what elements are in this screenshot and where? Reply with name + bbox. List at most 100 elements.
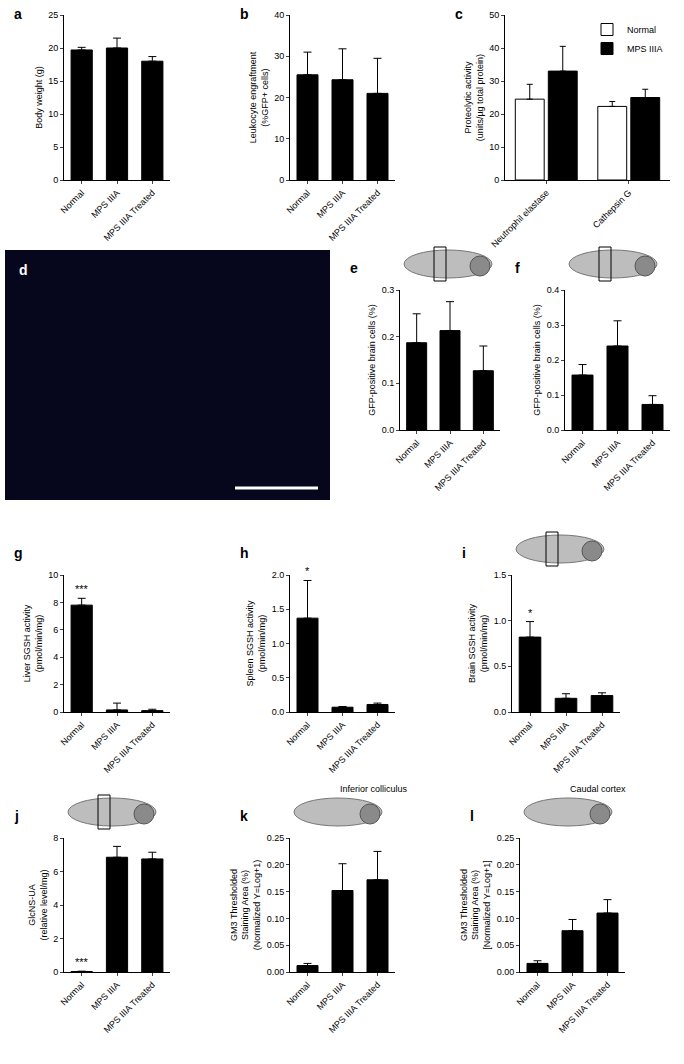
svg-text:MPS IIIA: MPS IIIA [422,438,454,470]
svg-text:0.1: 0.1 [382,378,395,388]
svg-text:Neutrophil elastase: Neutrophil elastase [489,188,551,250]
svg-text:h: h [240,545,249,561]
svg-text:Spleen SGSH activity(pmol/min/: Spleen SGSH activity(pmol/min/mg) [245,600,267,687]
svg-text:4: 4 [53,900,58,910]
svg-text:GlcNS-UA(relative level/mg): GlcNS-UA(relative level/mg) [27,869,49,940]
svg-text:8: 8 [53,833,58,843]
svg-text:1.0: 1.0 [494,616,507,626]
svg-text:0: 0 [53,707,58,717]
svg-text:MPS IIIA Treated: MPS IIIA Treated [433,438,488,493]
svg-text:0.3: 0.3 [547,320,560,330]
svg-text:0.2: 0.2 [547,355,560,365]
svg-text:1.5: 1.5 [494,570,507,580]
svg-text:0: 0 [53,175,58,185]
svg-text:2: 2 [53,934,58,944]
svg-text:6: 6 [53,625,58,635]
svg-text:0.15: 0.15 [497,887,515,897]
svg-text:d: d [19,262,28,278]
svg-text:0.5: 0.5 [494,661,507,671]
svg-text:j: j [14,808,19,824]
svg-text:MPS IIIA Treated: MPS IIIA Treated [327,720,382,775]
svg-text:10: 10 [48,109,58,119]
svg-text:0.25: 0.25 [267,833,285,843]
svg-text:5: 5 [53,142,58,152]
svg-text:MPS IIIA: MPS IIIA [538,720,570,752]
svg-text:0.4: 0.4 [547,285,560,295]
svg-text:l: l [470,808,474,824]
svg-text:0: 0 [53,967,58,977]
svg-text:i: i [462,545,466,561]
svg-text:Normal: Normal [515,980,543,1008]
svg-text:f: f [515,260,520,276]
svg-text:Liver SGSH activity(pmol/min/m: Liver SGSH activity(pmol/min/mg) [22,604,44,682]
svg-text:Body weight (g): Body weight (g) [34,66,44,129]
svg-text:8: 8 [53,598,58,608]
svg-text:20: 20 [489,109,499,119]
svg-text:4: 4 [53,652,58,662]
svg-text:b: b [240,6,249,22]
svg-text:10: 10 [489,142,499,152]
svg-text:2: 2 [53,680,58,690]
svg-text:Normal: Normal [507,720,535,748]
svg-text:MPS IIIA Treated: MPS IIIA Treated [551,720,606,775]
svg-text:MPS IIIA Treated: MPS IIIA Treated [102,188,157,243]
svg-text:MPS IIIA: MPS IIIA [590,438,622,470]
svg-text:20: 20 [274,93,284,103]
svg-text:0.05: 0.05 [267,940,285,950]
svg-text:MPS IIIA: MPS IIIA [89,188,121,220]
svg-text:0.20: 0.20 [497,860,515,870]
svg-text:Normal: Normal [627,25,656,35]
svg-text:MPS IIIA: MPS IIIA [627,44,663,54]
svg-text:0.0: 0.0 [382,425,395,435]
svg-text:*: * [528,607,533,619]
svg-text:0.5: 0.5 [272,673,285,683]
svg-text:MPS IIIA Treated: MPS IIIA Treated [602,438,657,493]
svg-text:a: a [14,6,22,22]
svg-text:MPS IIIA Treated: MPS IIIA Treated [327,980,382,1035]
svg-text:Brain SGSH activity(pmol/min/m: Brain SGSH activity(pmol/min/mg) [467,603,489,683]
svg-text:0.1: 0.1 [547,390,560,400]
svg-text:GM3 ThresholdedStaining Area (: GM3 ThresholdedStaining Area (%)[Normali… [459,860,492,949]
svg-text:6: 6 [53,867,58,877]
svg-text:c: c [455,6,463,22]
svg-text:Normal: Normal [285,720,313,748]
svg-text:1.0: 1.0 [272,639,285,649]
svg-text:MPS IIIA: MPS IIIA [315,720,347,752]
svg-text:0: 0 [279,175,284,185]
svg-text:GFP-positive brain cells (%): GFP-positive brain cells (%) [367,304,377,416]
svg-text:MPS IIIA: MPS IIIA [545,980,577,1012]
svg-text:15: 15 [48,76,58,86]
svg-text:0.0: 0.0 [547,425,560,435]
svg-text:MPS IIIA Treated: MPS IIIA Treated [327,188,382,243]
svg-text:40: 40 [489,43,499,53]
svg-text:k: k [240,808,248,824]
svg-text:10: 10 [48,570,58,580]
svg-text:0: 0 [494,175,499,185]
svg-text:0.00: 0.00 [497,967,515,977]
svg-text:0.15: 0.15 [267,887,285,897]
svg-text:1.5: 1.5 [272,604,285,614]
svg-text:***: *** [75,583,89,595]
svg-text:MPS IIIA Treated: MPS IIIA Treated [102,720,157,775]
svg-text:0.25: 0.25 [497,833,515,843]
svg-text:Cathepsin G: Cathepsin G [591,188,633,230]
svg-text:MPS IIIA: MPS IIIA [89,720,121,752]
svg-text:30: 30 [274,51,284,61]
svg-text:Normal: Normal [59,980,87,1008]
svg-text:Inferior colliculus: Inferior colliculus [340,784,408,794]
svg-text:0.20: 0.20 [267,860,285,870]
svg-text:30: 30 [489,76,499,86]
svg-text:MPS IIIA: MPS IIIA [315,980,347,1012]
svg-text:2.0: 2.0 [272,570,285,580]
svg-text:0.0: 0.0 [272,707,285,717]
svg-text:MPS IIIA: MPS IIIA [315,188,347,220]
svg-text:50: 50 [489,10,499,20]
svg-text:Caudal cortex: Caudal cortex [570,784,626,794]
svg-text:GFP-positive brain cells (%): GFP-positive brain cells (%) [532,304,542,416]
svg-text:Normal: Normal [59,188,87,216]
svg-text:***: *** [75,956,89,968]
svg-text:Normal: Normal [59,720,87,748]
svg-text:25: 25 [48,10,58,20]
svg-text:0.2: 0.2 [382,332,395,342]
svg-text:Normal: Normal [285,188,313,216]
